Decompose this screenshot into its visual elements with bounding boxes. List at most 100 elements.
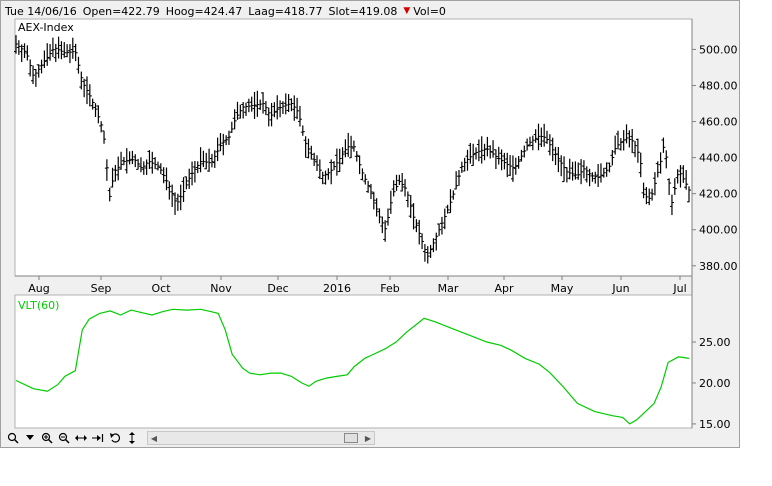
ohlc-bar	[28, 59, 33, 77]
scroll-thumb[interactable]	[344, 433, 358, 443]
ohlc-bar	[56, 36, 61, 59]
ohlc-bar	[491, 140, 496, 158]
ohlc-bar	[272, 102, 277, 118]
ohlc-bar	[346, 132, 351, 157]
ohlc-bar	[604, 162, 609, 177]
ohlc-bar	[420, 233, 425, 250]
ohlc-bar	[317, 159, 322, 180]
ohlc-bar	[263, 101, 268, 116]
vlt-series-line	[15, 308, 690, 425]
ohlc-bar	[62, 42, 67, 58]
ohlc-bar	[627, 130, 632, 148]
ohlc-bar	[320, 171, 325, 185]
ohlc-bar	[297, 105, 302, 127]
ohlc-bar	[184, 176, 189, 190]
ohlc-bar	[53, 43, 58, 62]
ohlc-bar	[82, 78, 87, 98]
ohlc-bar	[397, 174, 402, 186]
ohlc-bar	[246, 98, 251, 113]
ohlc-bar	[121, 156, 126, 166]
ohlc-bar	[567, 158, 572, 180]
ohlc-bar	[598, 163, 603, 183]
ohlc-bar	[90, 98, 95, 110]
zoom-out-icon[interactable]	[56, 431, 71, 445]
info-open: Open=422.79	[82, 4, 160, 18]
ohlc-bar	[667, 178, 672, 196]
ohlc-bar	[459, 161, 464, 173]
ohlc-bar	[542, 123, 547, 147]
ohlc-bar	[22, 43, 27, 59]
ohlc-bar	[192, 160, 197, 183]
ohlc-bar	[354, 151, 359, 162]
ohlc-bar	[360, 168, 365, 181]
ohlc-bar	[641, 182, 646, 199]
ohlc-bar	[536, 123, 541, 151]
ohlc-bar	[411, 203, 416, 230]
expand-vertical-icon[interactable]	[124, 431, 139, 445]
ohlc-bar	[624, 124, 629, 144]
ohlc-bar	[678, 165, 683, 188]
ohlc-bar	[672, 178, 677, 195]
ohlc-bar	[462, 157, 467, 172]
x-tick-label: Feb	[380, 282, 399, 295]
ohlc-bar	[130, 150, 135, 165]
ohlc-bar	[630, 128, 635, 154]
ohlc-bar	[204, 152, 209, 170]
ohlc-bar	[255, 90, 260, 117]
chart-canvas[interactable]: Aug Sep Oct Nov Dec 2016 Feb Mar Apr May Jun Jul 500…	[1, 1, 741, 429]
ohlc-bar	[479, 136, 484, 164]
ohlc-bar	[42, 50, 47, 68]
ohlc-bar	[357, 155, 362, 175]
ohlc-bar	[332, 161, 337, 171]
ohlc-bar	[258, 99, 263, 110]
ohlc-bar	[499, 149, 504, 171]
ohlc-bar	[576, 162, 581, 180]
ohlc-bar	[371, 191, 376, 210]
scroll-left-icon[interactable]: ◀	[150, 433, 158, 443]
pan-horizontal-icon[interactable]	[73, 431, 88, 445]
ohlc-bar	[661, 137, 666, 153]
reset-zoom-icon[interactable]	[107, 431, 122, 445]
ohlc-bar	[238, 104, 243, 119]
ohlc-bar	[468, 142, 473, 164]
x-tick-label: Mar	[438, 282, 459, 295]
ohlc-bar	[244, 102, 249, 116]
y-tick-label: 500.00	[699, 43, 738, 56]
scroll-right-icon[interactable]: ▶	[364, 433, 372, 443]
zoom-in-icon[interactable]	[39, 431, 54, 445]
ohlc-bar	[681, 165, 686, 183]
ohlc-bar	[556, 146, 561, 173]
ohlc-bar	[601, 167, 606, 178]
y-tick-label: 440.00	[699, 152, 738, 165]
time-scrollbar[interactable]: ◀ ▶	[147, 431, 375, 445]
scroll-end-icon[interactable]	[90, 431, 105, 445]
ohlc-bar	[374, 198, 379, 217]
ohlc-bar	[136, 158, 141, 170]
zoom-icon[interactable]	[5, 431, 20, 445]
ohlc-bar	[454, 171, 459, 190]
ohlc-bar	[349, 135, 354, 159]
ohlc-bar	[99, 121, 104, 133]
ohlc-bar	[425, 246, 430, 264]
dropdown-caret-icon[interactable]	[22, 431, 37, 445]
ohlc-bar	[309, 145, 314, 160]
x-tick-label: Apr	[494, 282, 514, 295]
ohlc-bar	[201, 150, 206, 168]
ohlc-bar	[684, 170, 689, 190]
ohlc-bar	[167, 181, 172, 200]
chart-window: Tue 14/06/16 Open=422.79 Hoog=424.47 Laa…	[0, 0, 740, 448]
ohlc-bar	[144, 159, 149, 175]
ohlc-bar	[405, 191, 410, 208]
ohlc-bar	[442, 208, 447, 230]
ohlc-bar	[650, 188, 655, 201]
y-tick-label: 380.00	[699, 260, 738, 273]
y-tick-label: 15.00	[699, 418, 731, 429]
ohlc-bar	[579, 159, 584, 185]
ohlc-bar	[607, 162, 612, 173]
ohlc-bar	[533, 129, 538, 143]
ohlc-bar	[519, 149, 524, 162]
ohlc-bar	[471, 143, 476, 167]
ohlc-bar	[527, 136, 532, 147]
ohlc-bar	[343, 139, 348, 158]
ohlc-bar	[25, 45, 30, 61]
